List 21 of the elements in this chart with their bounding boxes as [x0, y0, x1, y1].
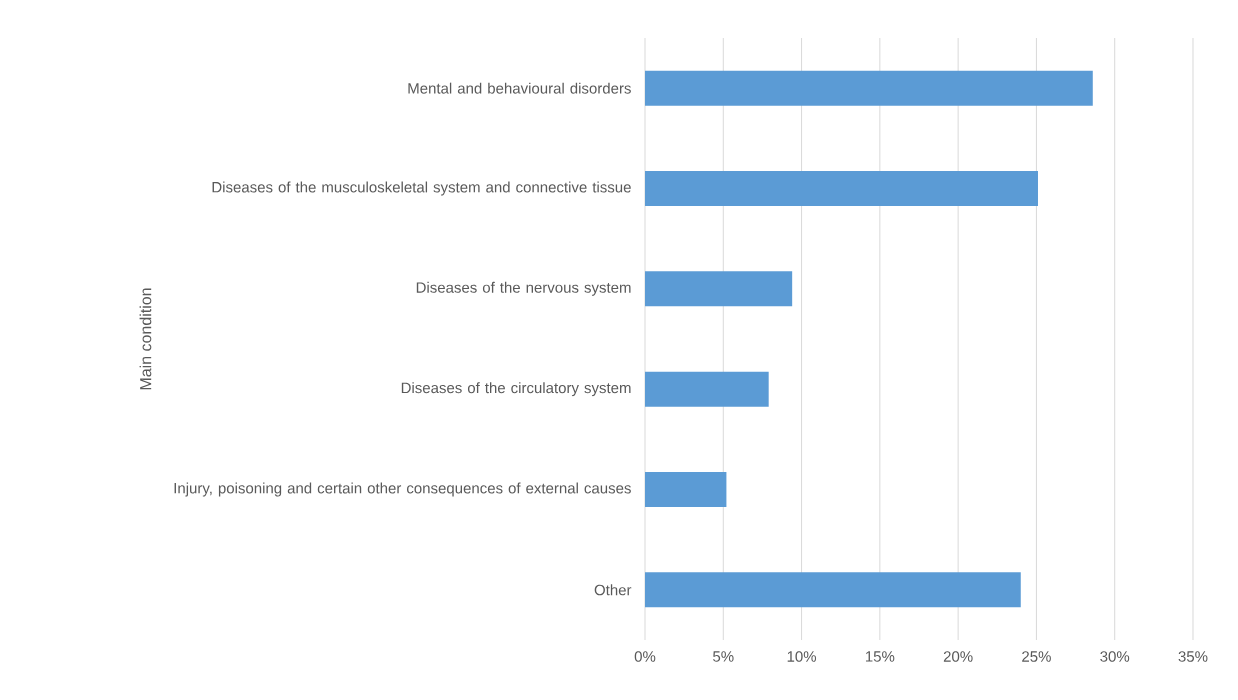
bar: [645, 171, 1038, 206]
x-tick-label: 25%: [1022, 651, 1051, 662]
bar: [645, 371, 769, 407]
x-tick-label: 5%: [713, 651, 734, 662]
x-tick-label: 10%: [787, 651, 817, 662]
bar: [645, 70, 1093, 106]
y-tick-label: Injury, poisoning and certain other consequences of external causes: [174, 482, 631, 497]
bar: [645, 471, 727, 507]
x-tick-label: 30%: [1100, 651, 1130, 662]
x-tick-label: 0%: [634, 651, 656, 662]
y-tick-label: Diseases of the nervous system: [416, 281, 631, 296]
bar: [645, 271, 793, 307]
x-tick-label: 20%: [943, 651, 973, 662]
y-axis-title: Main condition: [139, 288, 152, 390]
bar: [645, 572, 1021, 608]
y-tick-label: Other: [594, 584, 632, 596]
y-tick-label: Diseases of the musculoskeletal system and connective tissue: [212, 181, 631, 196]
x-tick-label: 35%: [1178, 651, 1208, 662]
x-tick-label: 15%: [865, 651, 895, 662]
y-tick-label: Diseases of the circulatory system: [401, 382, 631, 397]
y-tick-label: Mental and behavioural disorders: [408, 82, 631, 94]
